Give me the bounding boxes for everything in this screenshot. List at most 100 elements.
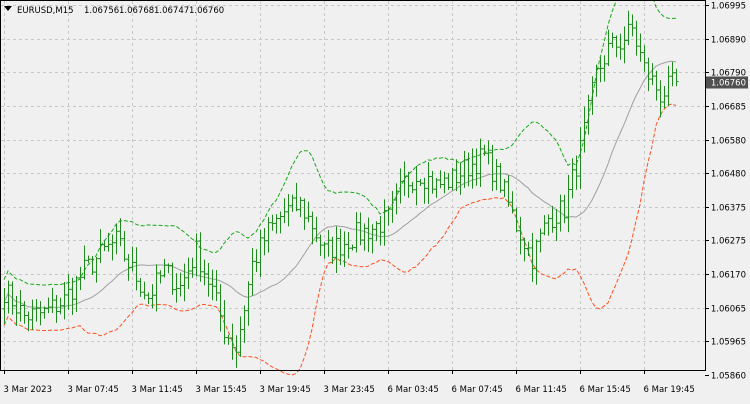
- ohlc-bar[interactable]: [502, 179, 507, 198]
- ohlc-bar[interactable]: [202, 259, 207, 286]
- ohlc-bar[interactable]: [330, 236, 335, 264]
- ohlc-bar[interactable]: [194, 233, 199, 277]
- ohlc-bar[interactable]: [490, 144, 495, 191]
- ohlc-bar[interactable]: [182, 263, 187, 302]
- ohlc-bar[interactable]: [166, 263, 171, 274]
- ohlc-bar[interactable]: [598, 57, 603, 83]
- ohlc-bar[interactable]: [470, 148, 475, 189]
- ohlc-bar[interactable]: [634, 20, 639, 56]
- ohlc-bar[interactable]: [10, 281, 15, 315]
- ohlc-bar[interactable]: [26, 311, 31, 332]
- ohlc-bar[interactable]: [334, 226, 339, 274]
- ohlc-bar[interactable]: [98, 229, 103, 264]
- ohlc-bar[interactable]: [406, 171, 411, 198]
- ohlc-bars[interactable]: [2, 10, 679, 368]
- ohlc-bar[interactable]: [430, 170, 435, 194]
- ohlc-bar[interactable]: [158, 270, 163, 284]
- ohlc-bar[interactable]: [126, 254, 131, 281]
- ohlc-bar[interactable]: [122, 230, 127, 262]
- ohlc-bar[interactable]: [394, 183, 399, 215]
- ohlc-bar[interactable]: [562, 194, 567, 224]
- ohlc-bar[interactable]: [606, 29, 611, 67]
- ohlc-bar[interactable]: [314, 216, 319, 243]
- ohlc-bar[interactable]: [298, 196, 303, 218]
- ohlc-bar[interactable]: [302, 198, 307, 230]
- ohlc-bar[interactable]: [506, 175, 511, 207]
- ohlc-bar[interactable]: [254, 249, 259, 273]
- ohlc-bar[interactable]: [62, 281, 67, 320]
- ohlc-bar[interactable]: [114, 223, 119, 255]
- ohlc-bar[interactable]: [422, 177, 427, 204]
- ohlc-bar[interactable]: [54, 295, 59, 323]
- ohlc-bar[interactable]: [530, 232, 535, 282]
- ohlc-bar[interactable]: [586, 94, 591, 135]
- ohlc-bar[interactable]: [630, 14, 635, 37]
- ohlc-bar[interactable]: [594, 64, 599, 97]
- ohlc-bar[interactable]: [450, 167, 455, 191]
- ohlc-bar[interactable]: [198, 232, 203, 282]
- ohlc-bar[interactable]: [390, 191, 395, 223]
- ohlc-bar[interactable]: [78, 266, 83, 291]
- ohlc-bar[interactable]: [650, 63, 655, 86]
- ohlc-bar[interactable]: [190, 257, 195, 278]
- ohlc-bar[interactable]: [538, 228, 543, 253]
- ohlc-bar[interactable]: [130, 246, 135, 272]
- ohlc-bar[interactable]: [154, 264, 159, 312]
- ohlc-bar[interactable]: [46, 297, 51, 314]
- ohlc-bar[interactable]: [614, 35, 619, 58]
- ohlc-bar[interactable]: [438, 170, 443, 189]
- ohlc-bar[interactable]: [270, 214, 275, 231]
- ohlc-bar[interactable]: [310, 211, 315, 245]
- ohlc-bar[interactable]: [662, 86, 667, 109]
- ohlc-bar[interactable]: [514, 207, 519, 233]
- ohlc-bar[interactable]: [610, 32, 615, 48]
- ohlc-bar[interactable]: [242, 305, 247, 343]
- ohlc-bar[interactable]: [642, 45, 647, 72]
- ohlc-bar[interactable]: [118, 218, 123, 247]
- ohlc-bar[interactable]: [474, 148, 479, 186]
- ohlc-bar[interactable]: [402, 161, 407, 196]
- ohlc-bar[interactable]: [30, 299, 35, 330]
- ohlc-bar[interactable]: [138, 277, 143, 297]
- ohlc-bar[interactable]: [50, 287, 55, 314]
- ohlc-bar[interactable]: [674, 68, 679, 87]
- ohlc-bar[interactable]: [294, 182, 299, 212]
- ohlc-bar[interactable]: [274, 214, 279, 234]
- ohlc-bar[interactable]: [654, 70, 659, 101]
- ohlc-bar[interactable]: [214, 270, 219, 301]
- ohlc-bar[interactable]: [658, 80, 663, 118]
- ohlc-bar[interactable]: [398, 168, 403, 204]
- ohlc-bar[interactable]: [546, 214, 551, 236]
- ohlc-bar[interactable]: [518, 216, 523, 255]
- ohlc-bar[interactable]: [466, 152, 471, 187]
- ohlc-bar[interactable]: [582, 106, 587, 153]
- ohlc-bar[interactable]: [410, 181, 415, 194]
- ohlc-bar[interactable]: [590, 76, 595, 115]
- ohlc-bar[interactable]: [266, 217, 271, 253]
- ohlc-bar[interactable]: [638, 33, 643, 62]
- ohlc-bar[interactable]: [286, 194, 291, 227]
- ohlc-bar[interactable]: [90, 256, 95, 275]
- ohlc-bar[interactable]: [206, 263, 211, 297]
- ohlc-bar[interactable]: [162, 258, 167, 278]
- ohlc-bar[interactable]: [554, 208, 559, 242]
- ohlc-bar[interactable]: [666, 65, 671, 107]
- ohlc-bar[interactable]: [482, 144, 487, 156]
- ohlc-bar[interactable]: [326, 229, 331, 257]
- ohlc-bar[interactable]: [378, 215, 383, 246]
- ohlc-bar[interactable]: [346, 232, 351, 259]
- ohlc-bar[interactable]: [106, 232, 111, 252]
- ohlc-bar[interactable]: [170, 262, 175, 295]
- ohlc-bar[interactable]: [142, 281, 147, 300]
- ohlc-bar[interactable]: [510, 191, 515, 214]
- ohlc-bar[interactable]: [566, 174, 571, 233]
- ohlc-bar[interactable]: [618, 33, 623, 60]
- ohlc-bar[interactable]: [238, 316, 243, 357]
- ohlc-bar[interactable]: [354, 212, 359, 253]
- ohlc-bar[interactable]: [82, 245, 87, 280]
- ohlc-bar[interactable]: [322, 242, 327, 259]
- ohlc-bar[interactable]: [486, 140, 491, 165]
- ohlc-bar[interactable]: [14, 296, 19, 326]
- ohlc-bar[interactable]: [646, 57, 651, 92]
